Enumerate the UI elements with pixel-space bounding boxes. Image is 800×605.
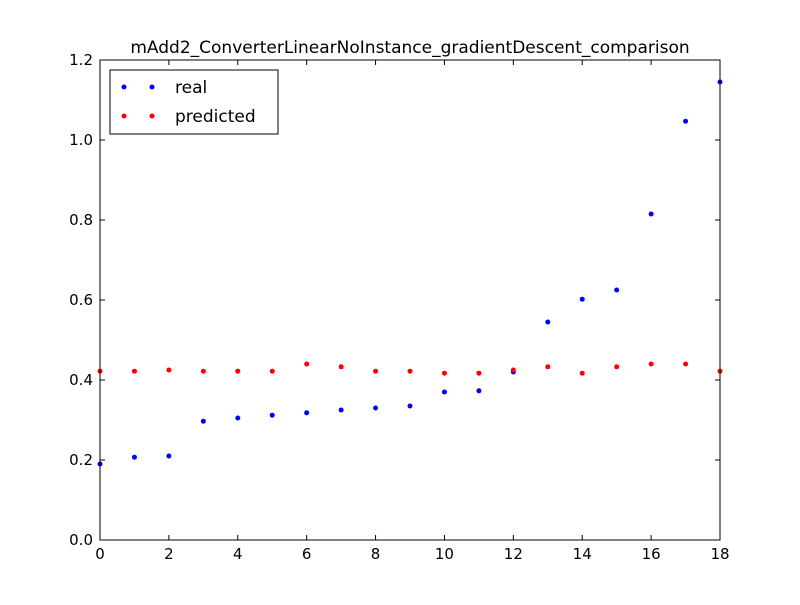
x-tick-label: 14 [573,545,592,563]
legend-label-real: real [175,78,207,98]
point-real [338,407,344,413]
point-predicted [269,368,275,374]
point-predicted [545,364,551,370]
point-predicted [510,367,516,373]
point-real [579,296,585,302]
point-real [648,211,654,217]
point-real [269,412,275,418]
point-predicted [304,361,310,367]
point-predicted [166,367,172,373]
legend-marker-real [121,84,127,90]
x-tick-label: 16 [642,545,661,563]
point-predicted [235,368,241,374]
point-real [373,405,379,411]
x-tick-label: 2 [164,545,174,563]
x-tick-label: 12 [504,545,523,563]
point-predicted [579,370,585,376]
point-predicted [476,370,482,376]
point-predicted [441,370,447,376]
y-tick-label: 0.0 [69,531,93,549]
point-predicted [648,361,654,367]
point-real [131,454,137,460]
point-predicted [614,364,620,370]
legend-marker-predicted [149,113,155,119]
point-real [235,415,241,421]
x-tick-label: 10 [435,545,454,563]
point-predicted [338,364,344,370]
y-tick-label: 0.8 [69,211,93,229]
point-real [304,410,310,416]
chart-title: mAdd2_ConverterLinearNoInstance_gradient… [130,38,689,58]
point-real [441,389,447,395]
point-predicted [373,368,379,374]
plot-area [100,60,720,540]
x-tick-label: 8 [371,545,381,563]
point-predicted [407,368,413,374]
point-predicted [683,361,689,367]
legend-marker-predicted [121,113,127,119]
legend: real predicted [109,69,279,135]
point-real [476,388,482,394]
point-real [545,319,551,325]
y-tick-label: 1.2 [69,51,93,69]
plot-frame [99,59,721,541]
x-tick-label: 18 [710,545,729,563]
x-tick-label: 6 [302,545,312,563]
y-tick-label: 0.6 [69,291,93,309]
point-real [614,287,620,293]
legend-marker-real [149,84,155,90]
point-real [407,403,413,409]
point-real [200,418,206,424]
x-tick-label: 4 [233,545,243,563]
point-real [683,118,689,124]
point-predicted [131,368,137,374]
x-tick-label: 0 [95,545,105,563]
point-predicted [200,368,206,374]
y-tick-label: 0.2 [69,451,93,469]
legend-box [109,69,279,135]
y-tick-label: 1.0 [69,131,93,149]
legend-label-predicted: predicted [175,107,256,127]
point-real [166,453,172,459]
y-tick-label: 0.4 [69,371,93,389]
